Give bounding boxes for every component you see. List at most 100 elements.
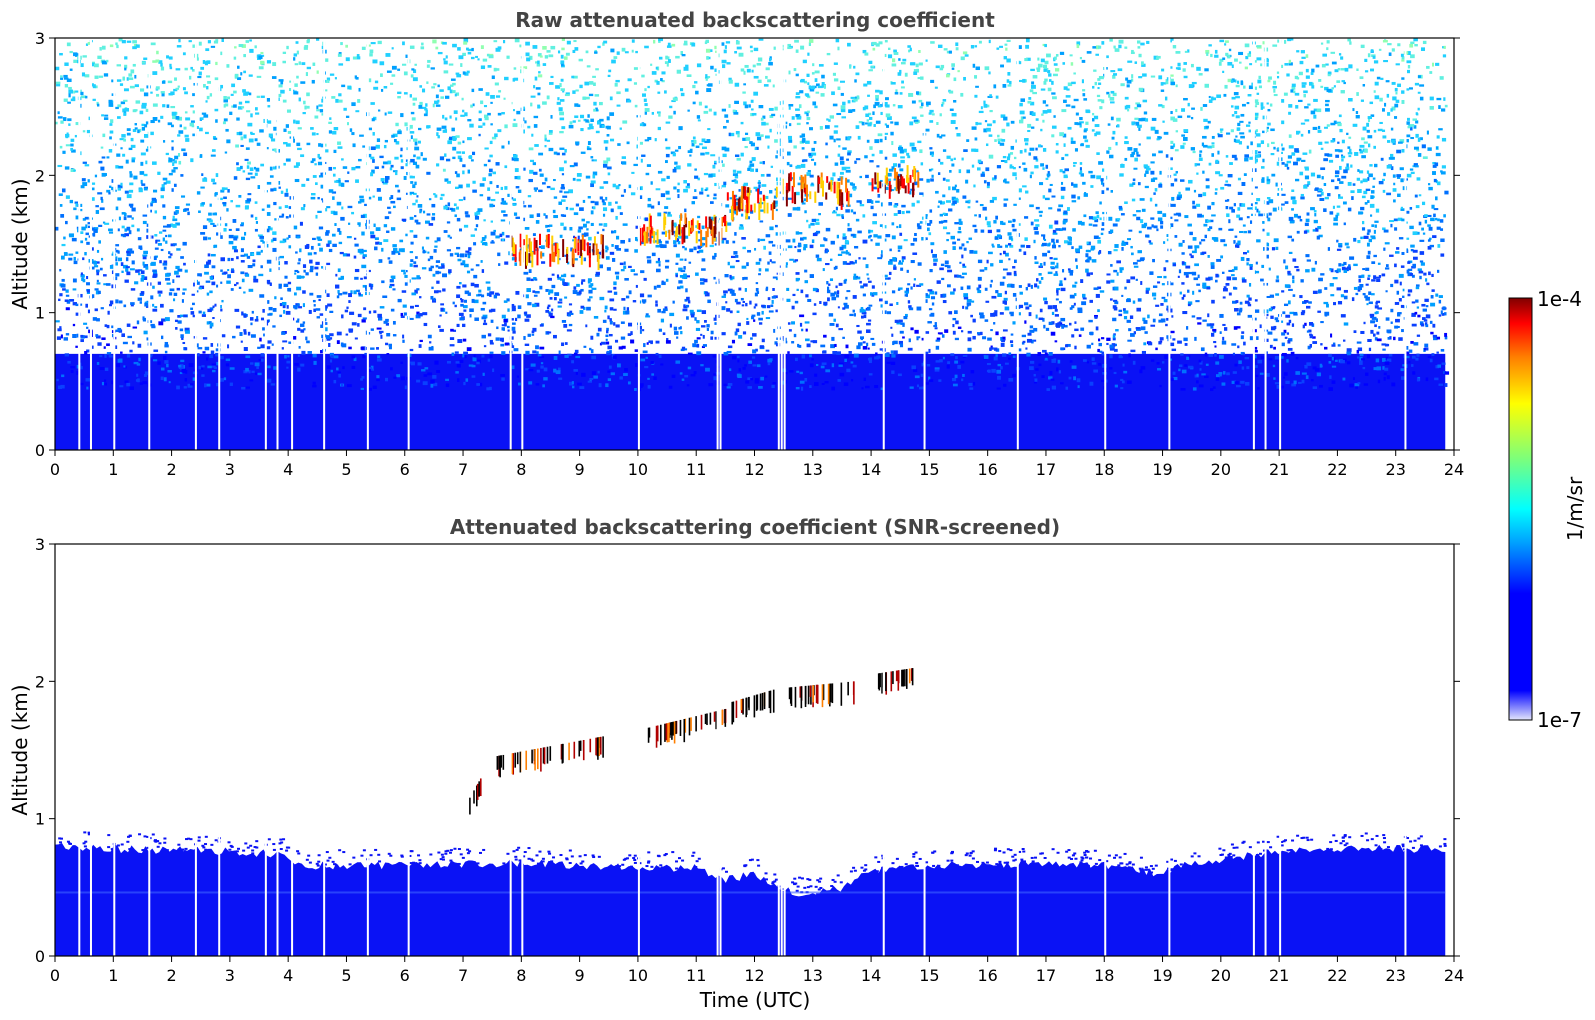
noise-pixel — [80, 63, 84, 68]
noise-pixel — [526, 314, 531, 318]
noise-pixel — [377, 40, 382, 45]
noise-pixel — [1384, 242, 1390, 245]
noise-pixel — [280, 89, 285, 94]
noise-pixel — [473, 354, 476, 358]
noise-pixel — [1346, 348, 1352, 352]
noise-pixel — [914, 375, 920, 379]
noise-pixel — [1187, 245, 1193, 249]
noise-pixel — [1400, 53, 1404, 57]
noise-pixel — [813, 162, 817, 166]
noise-pixel — [329, 333, 334, 337]
noise-pixel — [890, 121, 894, 124]
noise-pixel — [410, 135, 413, 140]
noise-pixel — [736, 170, 742, 174]
noise-pixel — [258, 359, 262, 362]
noise-pixel — [920, 162, 924, 166]
noise-pixel — [1427, 246, 1432, 250]
noise-pixel — [103, 283, 107, 286]
noise-pixel — [989, 284, 992, 288]
noise-pixel — [1110, 70, 1116, 73]
noise-pixel — [1037, 352, 1042, 357]
noise-pixel — [238, 101, 243, 105]
noise-pixel — [1150, 161, 1155, 164]
noise-pixel — [1307, 345, 1311, 350]
noise-pixel — [1329, 211, 1334, 215]
noise-pixel — [87, 309, 91, 314]
noise-pixel — [241, 278, 245, 283]
noise-pixel — [974, 75, 978, 79]
noise-pixel — [489, 203, 494, 208]
noise-pixel — [1300, 193, 1304, 197]
noise-pixel — [1222, 296, 1226, 299]
noise-pixel — [1372, 177, 1376, 180]
noise-pixel — [1008, 220, 1012, 223]
noise-pixel — [1337, 122, 1342, 127]
noise-pixel — [605, 249, 608, 253]
noise-pixel — [201, 367, 204, 370]
noise-pixel — [987, 123, 992, 127]
noise-pixel — [884, 186, 889, 191]
noise-pixel — [969, 387, 974, 390]
noise-pixel — [525, 350, 530, 355]
noise-pixel — [1002, 155, 1007, 159]
noise-pixel — [463, 351, 469, 355]
noise-pixel — [1306, 362, 1312, 366]
noise-pixel — [1409, 206, 1413, 210]
noise-pixel — [492, 368, 495, 373]
noise-pixel — [755, 146, 759, 150]
noise-pixel — [813, 140, 817, 144]
noise-pixel — [1352, 108, 1355, 112]
noise-pixel — [206, 292, 210, 296]
noise-pixel — [644, 365, 649, 369]
noise-pixel — [568, 303, 573, 306]
noise-pixel — [704, 320, 707, 323]
noise-pixel — [113, 42, 118, 46]
noise-pixel — [1441, 165, 1446, 169]
noise-pixel — [803, 244, 808, 248]
noise-pixel — [603, 40, 608, 44]
noise-pixel — [281, 213, 285, 217]
noise-pixel — [1370, 49, 1374, 53]
noise-pixel — [1026, 352, 1031, 357]
noise-pixel — [855, 218, 860, 222]
noise-pixel — [867, 347, 870, 350]
noise-pixel — [126, 77, 129, 81]
noise-pixel — [686, 74, 692, 77]
noise-pixel — [585, 175, 591, 179]
noise-pixel — [672, 152, 676, 157]
noise-pixel — [687, 150, 693, 153]
noise-pixel — [1405, 249, 1409, 253]
noise-pixel — [1043, 297, 1048, 301]
noise-pixel — [383, 86, 388, 89]
noise-pixel — [1417, 137, 1421, 142]
noise-pixel — [951, 112, 957, 117]
noise-pixel — [169, 66, 173, 70]
noise-pixel — [1008, 378, 1014, 382]
noise-pixel — [80, 185, 85, 189]
noise-pixel — [984, 66, 990, 71]
noise-pixel — [748, 360, 752, 364]
noise-pixel — [857, 230, 862, 234]
noise-pixel — [538, 189, 543, 193]
noise-pixel — [868, 182, 873, 186]
noise-pixel — [861, 311, 867, 315]
noise-pixel — [920, 114, 926, 117]
noise-pixel — [888, 271, 892, 275]
noise-pixel — [1415, 133, 1419, 138]
noise-pixel — [495, 292, 499, 296]
noise-pixel — [980, 106, 983, 110]
noise-pixel — [893, 266, 897, 270]
noise-pixel — [1312, 386, 1318, 389]
noise-pixel — [1405, 221, 1408, 224]
noise-pixel — [949, 108, 954, 111]
noise-pixel — [444, 117, 448, 121]
noise-pixel — [1410, 244, 1415, 248]
noise-pixel — [658, 38, 664, 42]
noise-pixel — [1206, 52, 1209, 56]
noise-pixel — [1290, 351, 1295, 356]
noise-pixel — [529, 55, 533, 60]
noise-pixel — [1017, 223, 1021, 226]
noise-pixel — [59, 293, 63, 297]
noise-pixel — [212, 224, 217, 227]
noise-pixel — [1359, 144, 1365, 148]
